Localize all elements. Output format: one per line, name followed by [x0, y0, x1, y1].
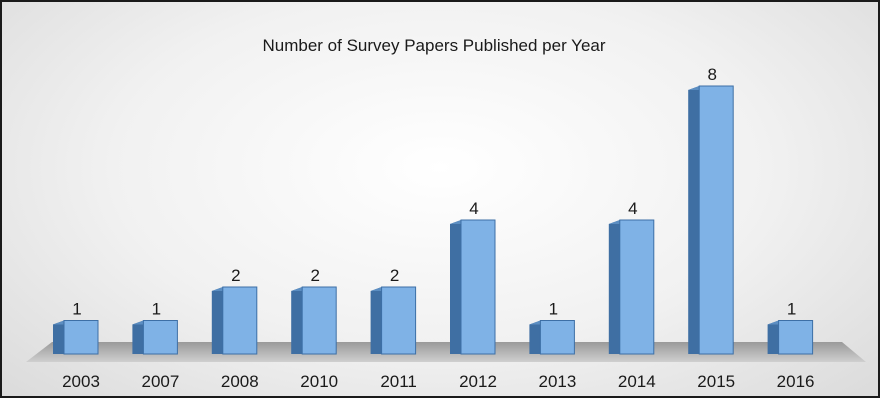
bar-side [608, 220, 620, 354]
bar-2008 [211, 286, 258, 355]
bar-side [529, 320, 541, 354]
bar-2015 [688, 85, 734, 355]
data-label: 1 [72, 300, 81, 319]
data-label: 2 [310, 266, 319, 285]
x-tick-label: 2003 [62, 372, 100, 391]
bar-2012 [450, 219, 496, 355]
x-tick-label: 2010 [300, 372, 338, 391]
x-tick-label: 2015 [697, 372, 735, 391]
data-label: 2 [390, 266, 399, 285]
x-tick-label: 2013 [538, 372, 576, 391]
x-tick-label: 2014 [618, 372, 656, 391]
bar-side [370, 287, 382, 354]
x-tick-label: 2007 [141, 372, 179, 391]
bar-front [539, 320, 575, 355]
bar-side [53, 320, 64, 354]
bar-front [698, 85, 734, 355]
bar-2011 [370, 286, 417, 355]
data-label: 8 [707, 65, 716, 84]
bar-2003 [53, 320, 99, 355]
data-label: 4 [628, 199, 637, 218]
data-label: 1 [152, 300, 161, 319]
bar-side [211, 287, 223, 354]
data-label: 4 [469, 199, 478, 218]
bars-layer: 1 2003 1 2007 2 2008 2 2010 2 2011 4 2012 1 2013 4 2014… [53, 65, 815, 391]
bar-front [619, 219, 655, 355]
bar-2013 [529, 320, 575, 355]
bar-side [132, 320, 144, 354]
bar-front [222, 286, 258, 355]
bar-2007 [132, 320, 178, 355]
data-label: 1 [549, 300, 558, 319]
bar-side [450, 220, 461, 354]
bar-front [63, 320, 99, 355]
bar-2010 [291, 286, 337, 355]
bar-side [767, 320, 779, 354]
bar-side [688, 86, 700, 354]
data-label: 1 [787, 300, 796, 319]
x-tick-label: 2016 [777, 372, 815, 391]
bar-front [460, 219, 496, 355]
data-label: 2 [231, 266, 240, 285]
bar-side [291, 287, 303, 354]
bar-2016 [767, 320, 814, 355]
x-tick-label: 2012 [459, 372, 497, 391]
bar-front [142, 320, 178, 355]
chart-title: Number of Survey Papers Published per Ye… [262, 36, 605, 55]
x-tick-label: 2011 [380, 372, 417, 391]
bar-front [778, 320, 814, 355]
bar-2014 [608, 219, 655, 355]
bar-front [301, 286, 337, 355]
x-tick-label: 2008 [221, 372, 259, 391]
bar-front [381, 286, 417, 355]
